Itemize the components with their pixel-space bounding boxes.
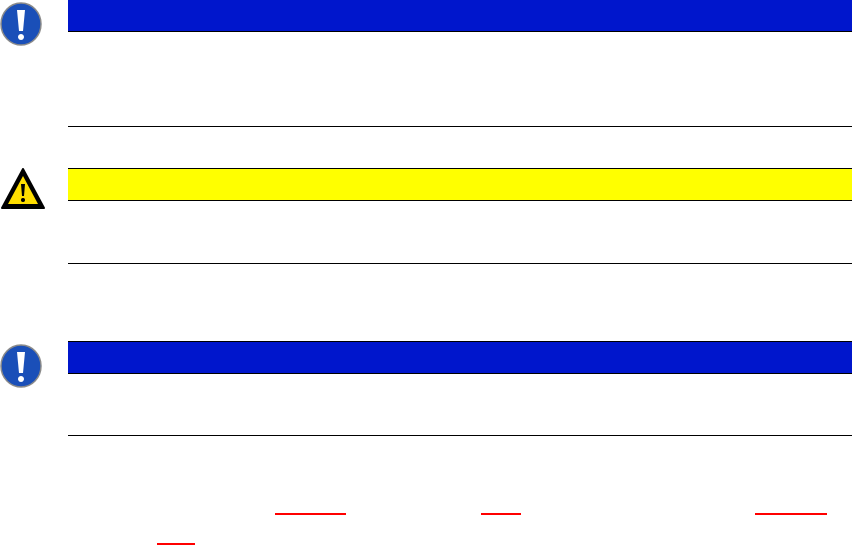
notice-divider-2 [68,435,852,436]
notice-divider-1 [68,126,852,127]
notice-icon-2 [0,344,44,388]
notice-header-bar-2 [68,341,852,374]
notice-header-bar-1 [68,0,852,32]
notice-icon-1 [0,2,44,46]
warning-triangle-icon [1,168,45,209]
warning-divider [68,263,852,264]
warning-header-bar [68,168,852,201]
exclamation-circle-icon [0,344,42,388]
exclamation-circle-icon [0,2,42,46]
warning-icon [0,167,46,211]
link-1[interactable] [275,513,346,515]
link-2[interactable] [481,513,521,515]
link-4[interactable] [157,543,195,545]
link-3[interactable] [755,513,827,515]
